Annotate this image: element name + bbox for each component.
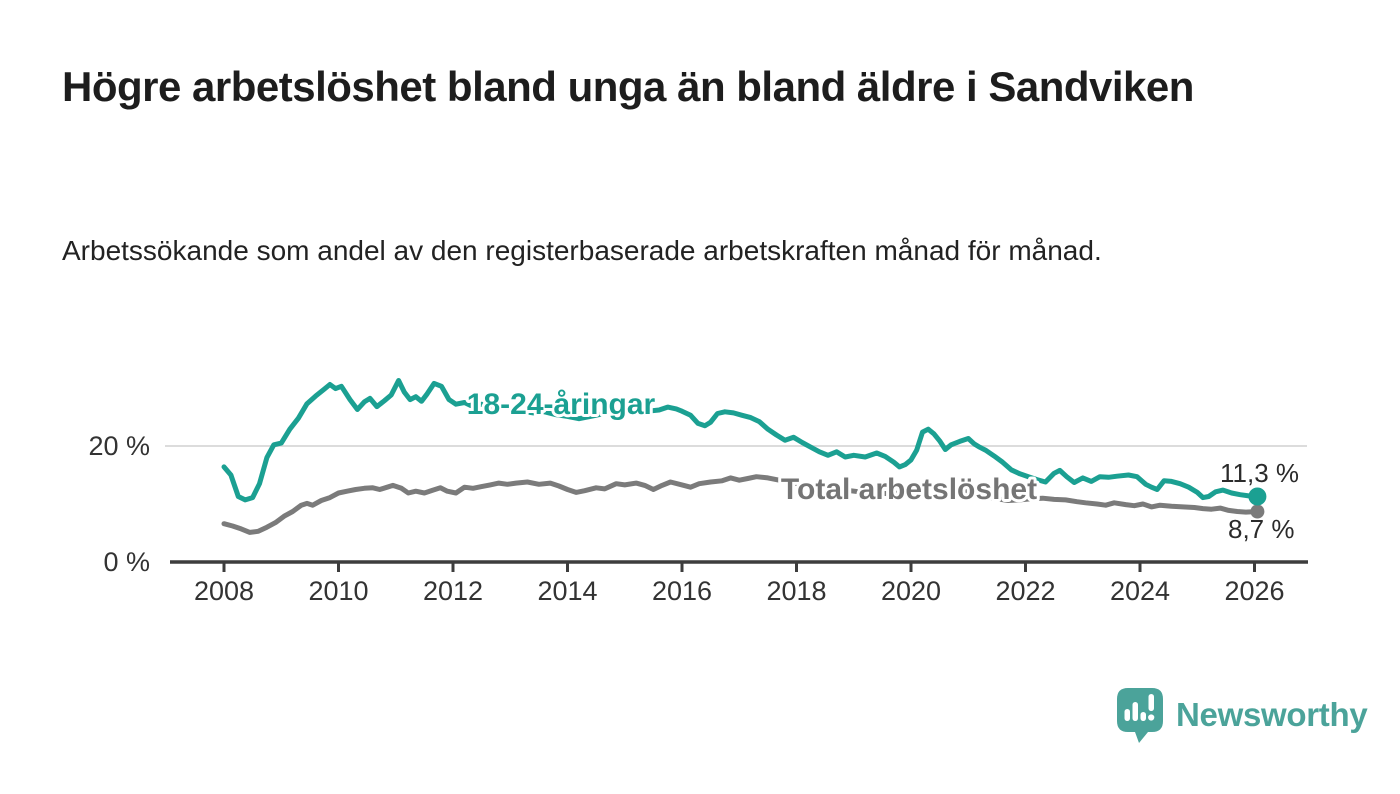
series-end-dot-youth <box>1248 487 1267 506</box>
x-tick-label: 2024 <box>1110 576 1170 606</box>
logo-exclamation-dot <box>1148 714 1155 721</box>
newsworthy-logo: Newsworthy <box>1115 686 1368 744</box>
y-tick-label: 20 % <box>88 431 150 461</box>
x-tick-label: 2012 <box>423 576 483 606</box>
x-tick-label: 2020 <box>881 576 941 606</box>
x-tick-label: 2016 <box>652 576 712 606</box>
series-label-total: Total arbetslöshet <box>781 473 1037 506</box>
x-tick-label: 2008 <box>194 576 254 606</box>
y-tick-label: 0 % <box>103 547 150 577</box>
series-lines <box>221 378 1267 535</box>
logo-bubble-shape <box>1117 688 1163 743</box>
x-tick-label: 2014 <box>537 576 597 606</box>
logo-bar-2 <box>1132 702 1138 721</box>
series-label-youth: 18-24-åringar <box>467 388 656 421</box>
logo-bar-1 <box>1124 709 1130 721</box>
series-end-dot-total <box>1250 504 1265 519</box>
y-axis: 20 % 0 % <box>88 431 150 577</box>
series-line-youth <box>221 378 1260 503</box>
x-tick-label: 2018 <box>766 576 826 606</box>
end-value-label-total: 8,7 % <box>1228 514 1295 544</box>
newsworthy-logo-icon <box>1117 688 1163 743</box>
x-tick-label: 2026 <box>1224 576 1284 606</box>
newsworthy-logo-text: Newsworthy <box>1176 696 1368 733</box>
x-tick-label: 2022 <box>995 576 1055 606</box>
x-axis: 2008 2010 2012 2014 2016 2018 2020 2022 2024 2026 <box>170 560 1308 606</box>
series-line-total <box>221 474 1260 535</box>
chart-subtitle: Arbetssökande som andel av den registerb… <box>62 235 1102 266</box>
page-title: Högre arbetslöshet bland unga än bland ä… <box>62 63 1194 110</box>
logo-bar-3 <box>1140 712 1146 721</box>
x-tick-label: 2010 <box>308 576 368 606</box>
end-value-label-youth: 11,3 % <box>1220 458 1299 488</box>
logo-exclamation-bar <box>1148 694 1154 711</box>
